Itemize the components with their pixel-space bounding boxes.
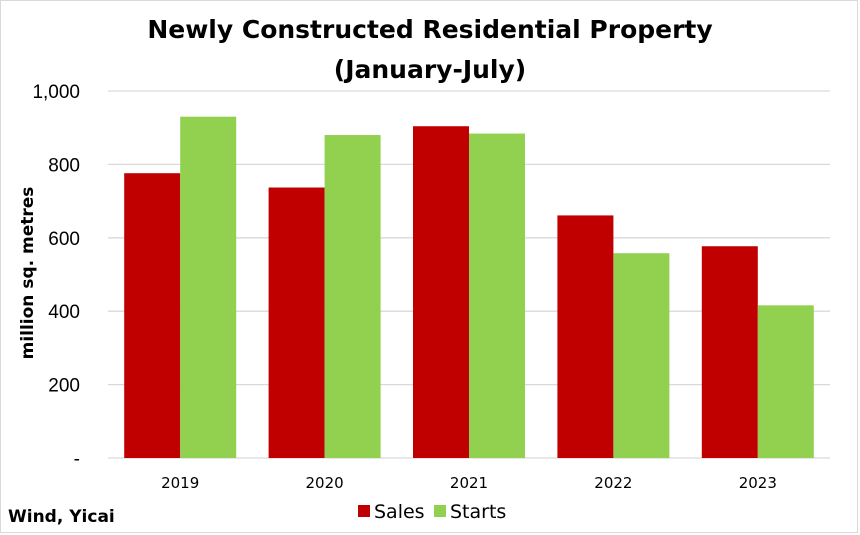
bar-sales-2023 — [701, 246, 758, 458]
chart-title-line-2: (January-July) — [334, 55, 526, 84]
x-axis-ticks: 2019 2020 2021 2022 2023 — [161, 474, 777, 492]
chart-title-line-1: Newly Constructed Residential Property — [147, 15, 712, 44]
legend-label-starts: Starts — [450, 501, 506, 523]
x-tick-label: 2020 — [306, 474, 344, 492]
y-tick-label: 800 — [48, 155, 80, 176]
x-tick-label: 2021 — [450, 474, 488, 492]
y-tick-label: 400 — [48, 302, 80, 323]
y-tick-label: 200 — [48, 376, 80, 397]
bars — [124, 116, 814, 459]
legend: Sales Starts — [358, 501, 506, 523]
bar-starts-2021 — [469, 133, 525, 458]
y-tick-label: 1,000 — [32, 82, 80, 103]
source-note: Wind, Yicai — [8, 507, 115, 527]
bar-starts-2023 — [757, 305, 814, 458]
x-tick-label: 2023 — [739, 474, 777, 492]
bar-sales-2021 — [413, 126, 469, 459]
bar-starts-2022 — [613, 253, 670, 458]
bar-starts-2020 — [324, 135, 381, 459]
legend-label-sales: Sales — [374, 501, 425, 523]
bar-sales-2020 — [268, 187, 325, 458]
legend-swatch-sales — [358, 505, 370, 517]
bar-sales-2022 — [557, 215, 614, 458]
y-axis-ticks: - 200 400 600 800 1,000 — [32, 82, 80, 470]
y-tick-label: - — [74, 449, 80, 470]
y-axis-label: million sq. metres — [18, 187, 38, 360]
y-tick-label: 600 — [48, 229, 80, 250]
x-tick-label: 2019 — [161, 474, 199, 492]
legend-swatch-starts — [434, 505, 446, 517]
x-tick-label: 2022 — [594, 474, 632, 492]
bar-sales-2019 — [124, 173, 181, 458]
bar-starts-2019 — [180, 116, 237, 458]
